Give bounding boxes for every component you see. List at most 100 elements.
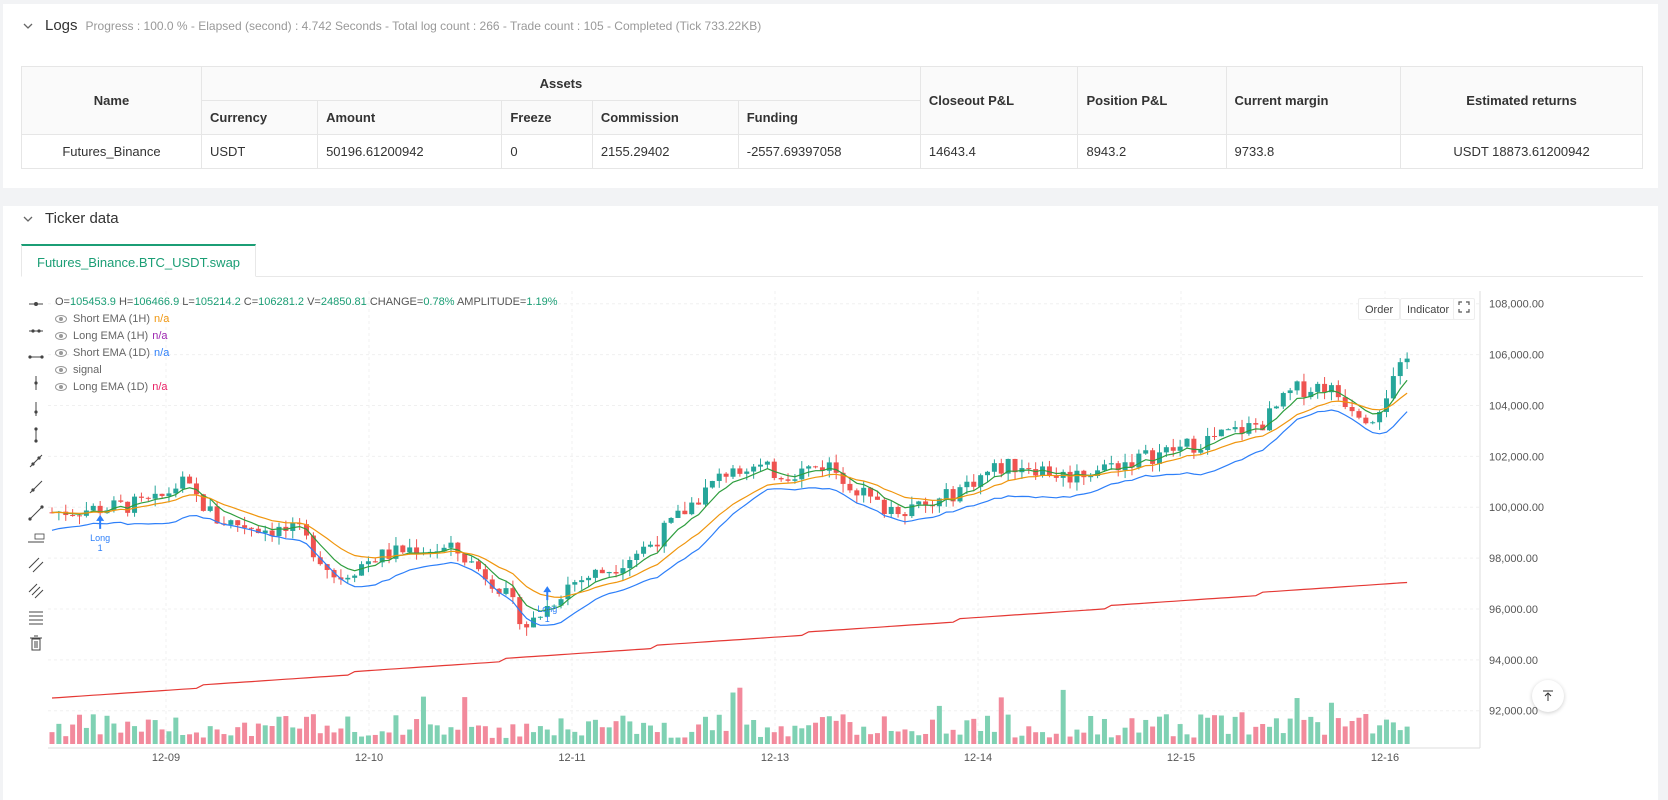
candle-body [592, 569, 598, 578]
candle-body [1377, 411, 1383, 423]
ray-line-icon[interactable] [25, 478, 47, 496]
volume-bar [221, 734, 227, 744]
scroll-to-top-button[interactable] [1532, 680, 1564, 712]
legend-item[interactable]: Short EMA (1D) n/a [55, 347, 169, 359]
candle-body [634, 553, 640, 561]
fib-retracement-icon[interactable] [25, 608, 47, 626]
price-line-icon[interactable] [25, 530, 47, 548]
order-button[interactable]: Order [1358, 298, 1401, 320]
candle-body [455, 542, 461, 554]
volume-bar [407, 729, 413, 744]
chevron-down-icon[interactable] [23, 21, 33, 31]
volume-bar [985, 715, 991, 744]
volume-bar [627, 721, 633, 744]
vertical-ray-icon[interactable] [25, 374, 47, 392]
tab-btc-usdt-swap[interactable]: Futures_Binance.BTC_USDT.swap [21, 244, 257, 277]
volume-bar [193, 732, 199, 744]
col-assets-group: Assets [200, 66, 921, 101]
candle-body [551, 605, 557, 607]
candle-body [661, 522, 667, 547]
long-marker-label: Long [537, 604, 557, 614]
volume-bar [1108, 737, 1114, 744]
eye-icon[interactable] [55, 383, 67, 391]
price-chart[interactable]: 108,000.00 106,000.00 104,000.00 102,000.00… [3, 286, 1658, 800]
candle-body [276, 526, 282, 536]
candle-body [771, 461, 777, 479]
candle-body [152, 493, 158, 499]
volume-bar [957, 734, 963, 744]
volume-bar [778, 726, 784, 744]
indicator-button[interactable]: Indicator [1400, 298, 1457, 320]
candle-body [414, 547, 420, 555]
volume-bar [434, 725, 440, 744]
candle-body [854, 490, 860, 496]
horizontal-line-icon[interactable] [25, 348, 47, 366]
logs-header[interactable]: Logs Progress : 100.0 % - Elapsed (secon… [23, 17, 761, 34]
candle-body [840, 472, 846, 484]
assets-table: Name Assets Closeout P&L Position P&L Cu… [21, 66, 1643, 169]
candle-body [1005, 458, 1011, 474]
candle-body [255, 528, 261, 534]
candle-body [1225, 429, 1231, 431]
legend-item[interactable]: signal [55, 364, 102, 376]
volume-bar [489, 737, 495, 744]
trend-line-icon[interactable] [25, 452, 47, 470]
candle-body [909, 504, 915, 517]
volume-bar [833, 720, 839, 744]
candle-body [235, 520, 241, 526]
fullscreen-button[interactable] [1453, 298, 1475, 320]
candle-body [544, 605, 550, 617]
volume-bar [1191, 737, 1197, 744]
volume-bar [771, 732, 777, 744]
volume-bar [1397, 730, 1403, 744]
volume-bar [1308, 716, 1314, 744]
legend-item[interactable]: Long EMA (1D) n/a [55, 381, 168, 393]
candle-body [173, 488, 179, 494]
parallel-channel-icon[interactable] [25, 556, 47, 574]
ema-long-1d-line [51, 581, 1408, 699]
trash-icon[interactable] [25, 634, 47, 652]
segment-icon[interactable] [25, 504, 47, 522]
candle-body [379, 549, 385, 563]
candle-body [469, 561, 475, 563]
candle-body [90, 505, 96, 511]
volume-bar [1060, 689, 1066, 744]
candle-body [1322, 383, 1328, 393]
legend-item[interactable]: Long EMA (1H) n/a [55, 330, 168, 342]
eye-icon[interactable] [55, 366, 67, 374]
volume-bar [372, 734, 378, 744]
volume-bar [544, 729, 550, 744]
eye-icon[interactable] [55, 349, 67, 357]
candle-body [709, 480, 715, 488]
ticker-header[interactable]: Ticker data [23, 210, 119, 227]
candle-body [572, 582, 578, 585]
volume-bar [276, 716, 282, 744]
candle-body [1246, 423, 1252, 434]
eye-icon[interactable] [55, 332, 67, 340]
candle-body [49, 512, 55, 514]
volume-bar [1356, 717, 1362, 744]
chevron-down-icon[interactable] [23, 214, 33, 224]
volume-bar [1012, 737, 1018, 744]
horizontal-ray-icon[interactable] [25, 322, 47, 340]
candle-body [1239, 427, 1245, 434]
candle-body [145, 497, 151, 499]
vertical-line-icon[interactable] [25, 426, 47, 444]
volume-bar [1095, 734, 1101, 744]
candle-body [861, 487, 867, 496]
candle-body [1349, 407, 1355, 412]
candle-body [228, 520, 234, 525]
crosshair-tool-icon[interactable] [25, 295, 47, 313]
volume-bar [56, 723, 62, 744]
fib-channel-icon[interactable] [25, 582, 47, 600]
vertical-segment-icon[interactable] [25, 400, 47, 418]
logs-title: Logs [45, 17, 78, 34]
cell-margin: 9733.8 [1225, 134, 1402, 169]
volume-bar [379, 731, 385, 744]
candle-body [324, 564, 330, 570]
eye-icon[interactable] [55, 315, 67, 323]
candle-body [613, 572, 619, 574]
legend-item[interactable]: Short EMA (1H) n/a [55, 313, 169, 325]
volume-bar [138, 731, 144, 744]
volume-bar [991, 731, 997, 744]
